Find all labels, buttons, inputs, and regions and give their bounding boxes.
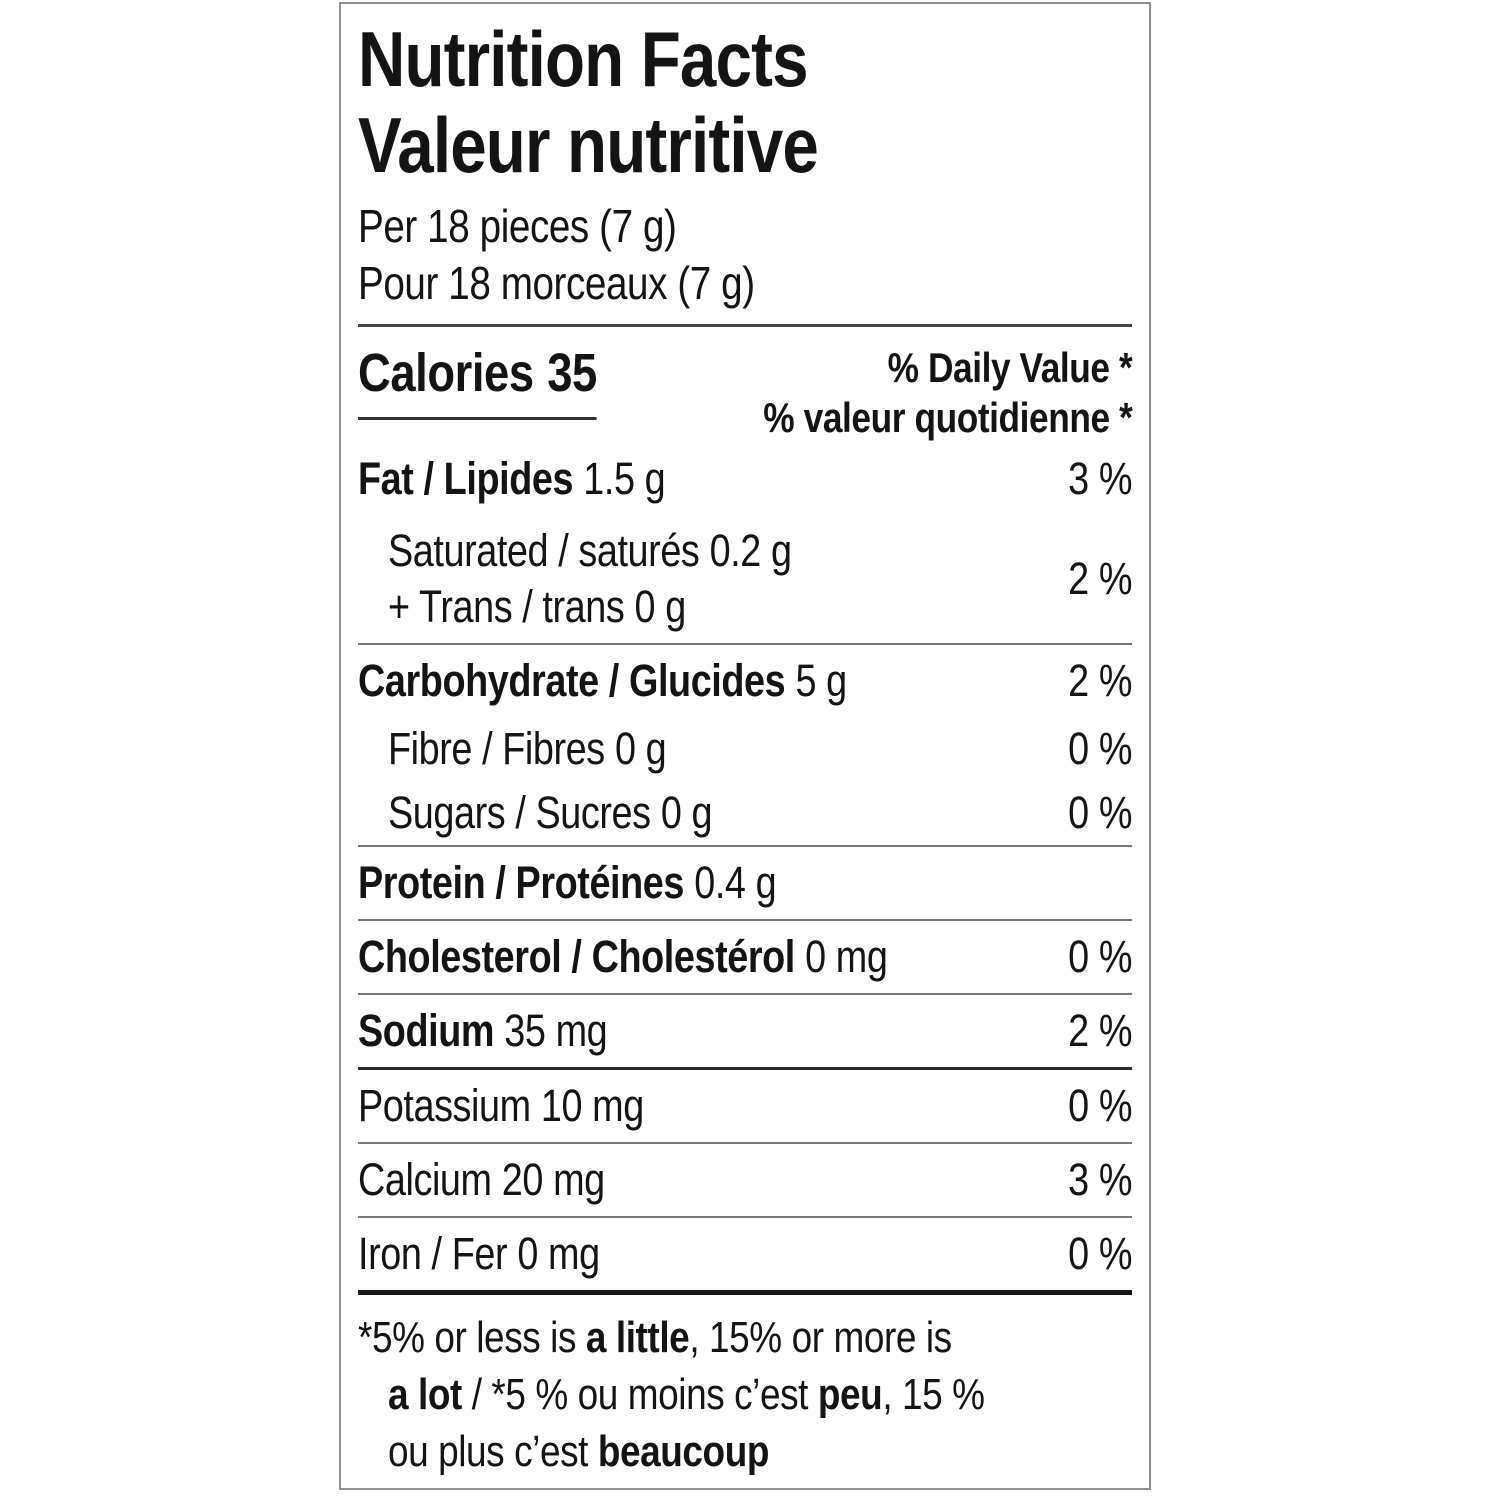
dv-cholesterol: 0 % <box>1068 931 1132 982</box>
saturated-line: Saturated / saturés 0.2 g <box>388 525 792 576</box>
daily-value-header-fr: % valeur quotidienne * <box>762 394 1133 441</box>
nutrient-row-cholesterol: Cholesterol / Cholestérol 0 mg 0 % <box>358 931 1132 982</box>
dv-iron: 0 % <box>1068 1228 1132 1279</box>
title-english: Nutrition Facts <box>358 15 809 103</box>
divider-after-carbohydrate <box>358 845 1132 847</box>
dv-carbohydrate: 2 % <box>1068 655 1132 706</box>
dv-potassium: 0 % <box>1068 1080 1132 1131</box>
dv-saturated-trans: 2 % <box>1068 553 1132 604</box>
daily-value-header: % Daily Value * % valeur quotidienne * <box>693 343 1133 443</box>
divider-before-footnote <box>358 1290 1132 1295</box>
divider-header <box>358 324 1132 327</box>
title-french: Valeur nutritive <box>358 101 819 189</box>
nutrient-row-carbohydrate: Carbohydrate / Glucides 5 g 2 % <box>358 655 1132 706</box>
nutrient-row-fibre: Fibre / Fibres 0 g 0 % <box>388 723 1132 774</box>
nutrient-row-protein: Protein / Protéines 0.4 g <box>358 857 777 908</box>
nutrient-row-potassium: Potassium 10 mg 0 % <box>358 1080 1132 1131</box>
nutrient-row-sugars: Sugars / Sucres 0 g 0 % <box>388 787 1132 838</box>
nutrient-row-fat: Fat / Lipides 1.5 g 3 % <box>358 453 1132 504</box>
daily-value-footnote: *5% or less is a little, 15% or more is … <box>358 1309 1132 1480</box>
dv-sugars: 0 % <box>1068 787 1132 838</box>
serving-size-english: Per 18 pieces (7 g) <box>358 200 677 252</box>
divider-after-protein <box>358 919 1132 921</box>
daily-value-header-en: % Daily Value * <box>887 344 1132 391</box>
dv-fat: 3 % <box>1068 453 1132 504</box>
divider-after-potassium <box>358 1142 1132 1144</box>
footnote-line-1: *5% or less is a little, 15% or more is <box>358 1313 952 1362</box>
nutrient-row-calcium: Calcium 20 mg 3 % <box>358 1154 1132 1205</box>
divider-after-sodium <box>358 1067 1132 1070</box>
dv-calcium: 3 % <box>1068 1154 1132 1205</box>
calories-row: Calories 35 % Daily Value * % valeur quot… <box>358 343 1132 443</box>
trans-line: + Trans / trans 0 g <box>388 581 686 632</box>
nutrient-row-saturated-trans: Saturated / saturés 0.2 g + Trans / trans… <box>358 515 1132 643</box>
calories-value: Calories 35 <box>358 343 597 420</box>
nutrient-row-sodium: Sodium 35 mg 2 % <box>358 1005 1132 1056</box>
divider-after-calcium <box>358 1216 1132 1218</box>
nutrient-row-iron: Iron / Fer 0 mg 0 % <box>358 1228 1132 1279</box>
footnote-line-2: a lot / *5 % ou moins c’est peu, 15 % <box>388 1370 985 1419</box>
dv-fibre: 0 % <box>1068 723 1132 774</box>
divider-after-cholesterol <box>358 993 1132 995</box>
divider-after-fat <box>358 643 1132 645</box>
nutrition-facts-label: Nutrition Facts Valeur nutritive Per 18 … <box>339 2 1151 1490</box>
footnote-line-3: ou plus c’est beaucoup <box>388 1427 770 1476</box>
dv-sodium: 2 % <box>1068 1005 1132 1056</box>
serving-size-french: Pour 18 morceaux (7 g) <box>358 257 755 309</box>
